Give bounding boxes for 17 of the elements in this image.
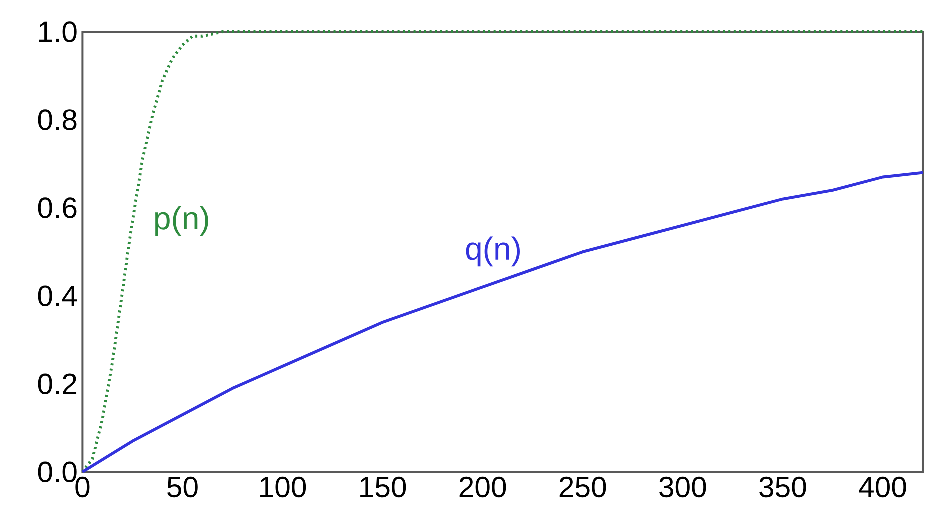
y-tick-label: 1.0 [39,22,77,42]
x-tick-label: 400 [859,476,906,498]
x-tick-label: 100 [260,476,306,498]
series-label: q(n) [466,236,520,267]
x-tick-label: 0 [76,476,90,498]
y-tick-label: 0.0 [38,462,77,482]
x-tick-label: 200 [460,476,506,498]
x-tick-label: 250 [560,476,606,498]
x-tick-label: 300 [660,476,706,498]
y-tick-label: 0.8 [38,110,77,130]
x-tick-label: 350 [760,476,806,498]
y-tick-label: 0.6 [38,198,77,218]
series-label: p(n) [156,206,208,236]
x-tick-label: 150 [360,476,406,498]
y-tick-label: 0.2 [38,374,77,394]
y-tick-label: 0.4 [38,286,78,306]
x-tick-label: 50 [168,476,198,498]
